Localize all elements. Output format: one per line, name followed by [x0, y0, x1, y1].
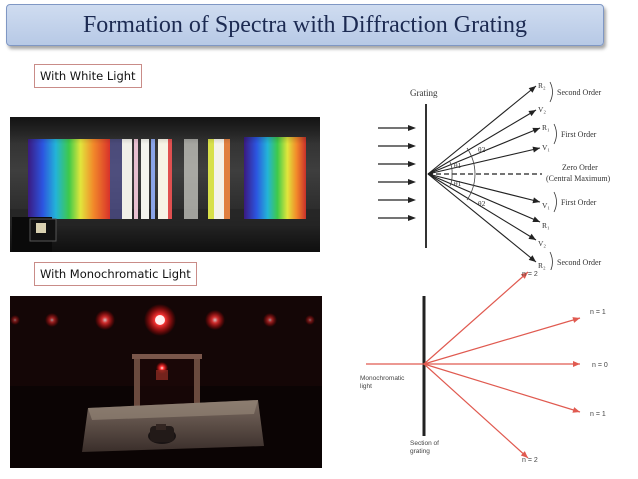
- monochromatic-light-photo: [10, 296, 322, 468]
- ray-label-3: R₁: [542, 123, 550, 132]
- diffracted-ray-1: [427, 85, 537, 175]
- order-label-1: Second Order: [557, 88, 602, 97]
- ray-arrowhead-3: [532, 127, 540, 134]
- mono-order-label-4: n = 1: [590, 411, 606, 418]
- angle-label-lower-2: θ2: [478, 199, 486, 208]
- mono-arrowhead-2: [572, 317, 580, 323]
- angle-label-upper-2: θ2: [478, 145, 486, 154]
- angle-label-lower-1: θ1: [454, 179, 462, 188]
- mono-order-label-1: n = 2: [522, 271, 538, 278]
- order-bracket-5: [553, 191, 557, 213]
- mono-order-labels: n = 2 n = 1 n = 0 n = 1 n = 2: [522, 271, 608, 464]
- grating-diffraction-diagram: Grating θ2 θ1 θ1 θ2 Zero Order (Central …: [378, 81, 611, 270]
- ray-label-5: V₁: [542, 201, 550, 210]
- monochromatic-light-label: With Monochromatic Light: [34, 262, 197, 286]
- angle-arc-upper-1: [449, 161, 453, 175]
- diffracted-ray-7: [427, 173, 537, 241]
- mono-grating-label-line2: grating: [410, 448, 430, 455]
- order-bracket-8: [549, 251, 553, 270]
- ray-arrowhead-8: [528, 255, 536, 262]
- mono-ray-2: [423, 317, 581, 365]
- ray-arrowhead-1: [528, 86, 536, 93]
- ray-arrowhead-4: [532, 146, 540, 153]
- mono-source-label-line2: light: [360, 383, 372, 390]
- ray-label-4: V₁: [542, 143, 550, 152]
- mono-ray-1: [423, 271, 529, 365]
- ray-label-8: R₂: [538, 261, 546, 270]
- central-maximum-label: (Central Maximum): [546, 174, 611, 183]
- incident-rays: [378, 125, 416, 221]
- ray-arrowhead-7: [528, 233, 536, 240]
- zero-order-label: Zero Order: [562, 163, 598, 172]
- order-bracket-1: [549, 81, 553, 103]
- title-bar: Formation of Spectra with Diffraction Gr…: [6, 4, 604, 46]
- ray-label-2: V₂: [538, 105, 546, 114]
- mono-order-label-5: n = 2: [522, 457, 538, 464]
- mono-source-label-line1: Monochromatic: [360, 375, 405, 382]
- ray-label-7: V₂: [538, 239, 546, 248]
- diffracted-rays: [427, 85, 541, 263]
- ray-label-6: R₁: [542, 221, 550, 230]
- mono-arrowhead-4: [572, 407, 580, 413]
- diffracted-ray-8: [427, 173, 537, 263]
- mono-arrowhead-3: [573, 361, 580, 367]
- angle-arc-lower-1: [449, 173, 453, 187]
- mono-ray-5: [423, 363, 529, 459]
- diffracted-ray-2: [427, 109, 537, 175]
- ray-arrowhead-6: [532, 216, 540, 222]
- order-label-8: Second Order: [557, 258, 602, 267]
- diffracted-ray-5: [427, 173, 541, 203]
- angle-label-upper-1: θ1: [454, 161, 462, 170]
- grating-label: Grating: [410, 88, 438, 98]
- mono-order-label-3: n = 0: [592, 362, 608, 369]
- order-label-3: First Order: [561, 130, 597, 139]
- mono-arrowhead-1: [520, 272, 528, 279]
- slide-title: Formation of Spectra with Diffraction Gr…: [82, 11, 528, 38]
- order-label-5: First Order: [561, 198, 597, 207]
- ray-arrowhead-5: [532, 197, 540, 204]
- diffracted-ray-3: [427, 127, 541, 175]
- diffracted-ray-6: [427, 173, 541, 223]
- angle-arc-lower-2: [466, 173, 476, 201]
- white-light-label: With White Light: [34, 64, 142, 88]
- mono-ray-4: [423, 363, 581, 413]
- angle-arc-upper-2: [466, 147, 476, 175]
- ray-labels: R₂ Second Order V₂ R₁ First Order V₁ V₁ First O…: [538, 81, 602, 270]
- ray-arrowhead-2: [528, 110, 536, 117]
- order-bracket-3: [553, 123, 557, 145]
- ray-label-1: R₂: [538, 81, 546, 90]
- diffracted-ray-4: [427, 147, 541, 175]
- mono-grating-label-line1: Section of: [410, 440, 439, 447]
- monochromatic-diffraction-diagram: Monochromatic light Section of grating n…: [360, 271, 608, 464]
- mono-order-label-2: n = 1: [590, 309, 606, 316]
- white-light-spectrum-photo: [10, 117, 320, 252]
- mono-arrowhead-5: [520, 451, 528, 458]
- mono-diffracted-rays: [423, 271, 581, 459]
